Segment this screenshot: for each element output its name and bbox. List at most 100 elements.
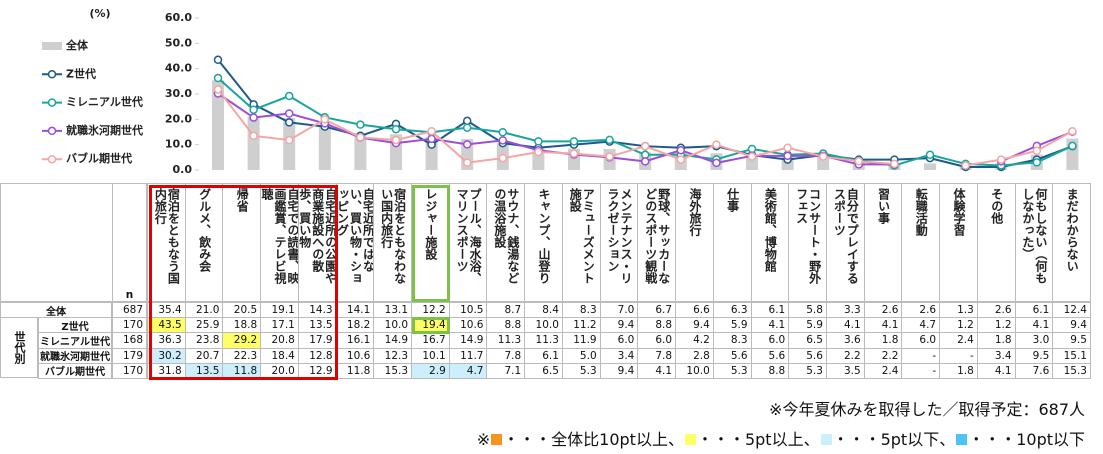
y-tick-label: 20.0 — [165, 112, 192, 125]
value-cell: 20.0 — [260, 362, 299, 379]
column-header: その他 — [976, 183, 1016, 302]
point — [213, 55, 223, 65]
value-cell: 5.9 — [712, 317, 752, 334]
point — [391, 124, 401, 134]
value-cell: 6.1 — [524, 347, 563, 364]
legend-prefix: ※ — [476, 430, 491, 449]
legend-label: 全体 — [65, 38, 89, 52]
column-header-label: 仕事 — [725, 188, 740, 212]
value-cell: 12.4 — [1052, 302, 1091, 319]
legend-label: ・・・5pt以下、 — [832, 430, 956, 449]
row-label: バブル期世代 — [38, 362, 112, 379]
point — [925, 150, 935, 160]
value-cell: 9.5 — [1014, 347, 1054, 364]
column-header-label: アミューズメント施設 — [568, 188, 596, 284]
legend-swatch — [491, 434, 503, 445]
value-cell: 10.1 — [411, 347, 450, 364]
point — [356, 133, 365, 142]
value-cell: 2.6 — [976, 302, 1016, 319]
value-cell: 14.1 — [335, 302, 375, 319]
n-cell: 170 — [112, 362, 147, 379]
legend-marker — [47, 126, 57, 136]
value-cell: 4.7 — [901, 317, 941, 334]
n-header: n — [112, 183, 147, 302]
value-cell: - — [939, 347, 978, 364]
value-cell: 4.1 — [825, 317, 865, 334]
point — [640, 157, 650, 166]
value-cell: 17.9 — [297, 332, 337, 349]
column-header-label: 習い事 — [876, 188, 891, 224]
column-header-label: コンサート・野外フェス — [794, 188, 822, 284]
legend-label: Z世代 — [66, 66, 96, 80]
highlight-legend: ※ ・・・全体比10pt以上、 ・・・5pt以上、 ・・・5pt以下、 ・・・10pt以… — [477, 426, 1085, 450]
value-cell: 7.1 — [486, 362, 526, 379]
value-cell: 20.8 — [260, 332, 299, 349]
column-header: 宿泊をともなわない国内旅行 — [373, 183, 413, 302]
point — [498, 128, 508, 137]
column-header: プール、海水浴、マリンスポーツ — [448, 183, 488, 302]
point — [640, 141, 650, 151]
legend-marker — [47, 70, 57, 79]
point — [569, 149, 579, 158]
value-cell: 4.2 — [675, 332, 714, 349]
value-cell: 13.5 — [297, 317, 337, 334]
column-header-label: メンテナンス・リラクゼーション — [605, 188, 633, 284]
value-cell: 9.4 — [599, 362, 639, 379]
value-cell: 3.4 — [976, 347, 1016, 364]
value-cell: 19.4 — [411, 317, 450, 334]
value-cell: 12.8 — [297, 347, 337, 364]
point — [284, 109, 294, 118]
n-cell: 179 — [112, 347, 147, 364]
value-cell: 4.1 — [637, 362, 677, 379]
point — [890, 159, 899, 169]
point — [569, 137, 579, 146]
column-header: 転職活動 — [901, 183, 941, 302]
value-cell: 13.1 — [373, 302, 413, 319]
value-cell: 6.6 — [675, 302, 714, 319]
point — [427, 126, 436, 136]
value-cell: 17.1 — [260, 317, 299, 334]
legend-label: ・・・5pt以上、 — [696, 430, 820, 449]
column-header-label: その他 — [989, 188, 1004, 224]
value-cell: 9.5 — [1052, 332, 1091, 349]
value-cell: 9.4 — [1052, 317, 1091, 334]
bar — [354, 133, 367, 170]
value-cell: 6.0 — [599, 332, 639, 349]
value-cell: 9.4 — [675, 317, 714, 334]
value-cell: 8.7 — [486, 302, 526, 319]
value-cell: 2.8 — [675, 347, 714, 364]
value-cell: 2.2 — [863, 347, 903, 364]
value-cell: 1.2 — [976, 317, 1016, 334]
point — [249, 113, 258, 122]
column-header: 習い事 — [863, 183, 903, 302]
value-cell: 22.3 — [222, 347, 262, 364]
point — [783, 151, 792, 161]
value-cell: 10.0 — [373, 317, 413, 334]
legend-label: 就職氷河期世代 — [66, 123, 143, 137]
value-cell: 19.1 — [260, 302, 299, 319]
value-cell: 2.4 — [863, 362, 903, 379]
legend-marker — [47, 98, 57, 107]
value-cell: 10.6 — [448, 317, 488, 334]
point — [284, 135, 294, 145]
value-cell: 11.2 — [561, 317, 601, 334]
point — [462, 116, 472, 126]
value-cell: 6.0 — [637, 332, 677, 349]
value-cell: 3.0 — [1014, 332, 1054, 349]
value-cell: 43.5 — [147, 317, 186, 334]
value-cell: 3.6 — [825, 332, 865, 349]
column-header: メンテナンス・リラクゼーション — [599, 183, 639, 302]
value-cell: 2.9 — [411, 362, 450, 379]
point — [712, 158, 721, 168]
point — [1068, 141, 1077, 151]
bar — [318, 121, 331, 170]
point — [462, 140, 472, 149]
column-header-label: 宿泊をともなう国内旅行 — [153, 188, 181, 284]
point — [1032, 146, 1042, 155]
value-cell: 11.7 — [448, 347, 488, 364]
value-cell: 7.6 — [1014, 362, 1054, 379]
column-header: キャンプ、山登り — [524, 183, 563, 302]
value-cell: 5.6 — [712, 347, 752, 364]
y-tick-label: 30.0 — [165, 87, 192, 100]
point — [213, 85, 223, 94]
